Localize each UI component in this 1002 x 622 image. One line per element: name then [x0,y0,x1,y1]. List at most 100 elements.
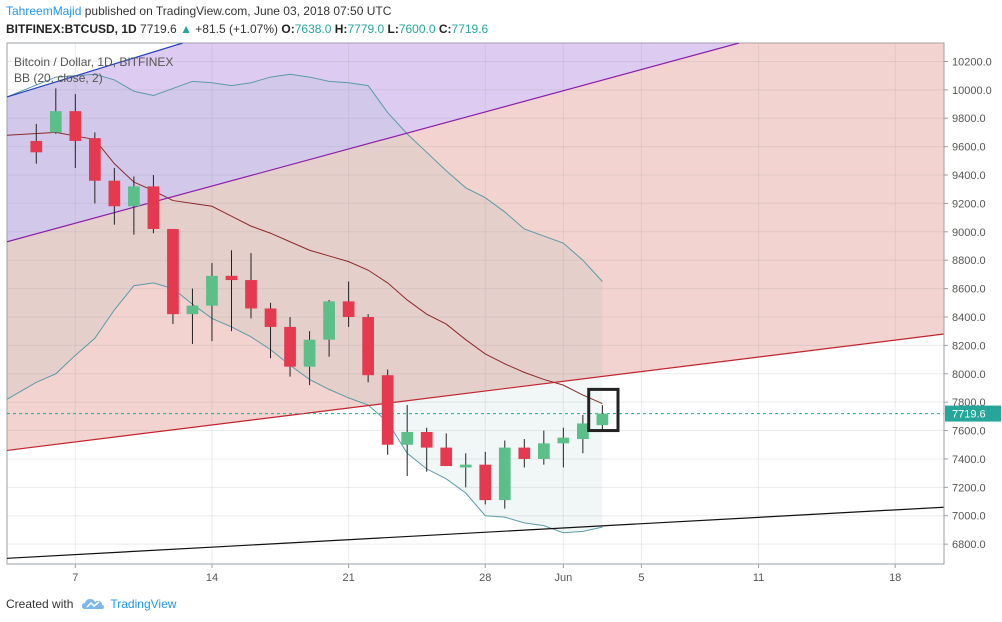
candle-body [147,186,160,229]
candle-body [498,447,511,501]
candle[interactable] [440,433,453,467]
y-tick-label: 7200.0 [952,482,986,494]
low-value: 7600.0 [398,22,436,36]
high-value: 7779.0 [347,22,385,36]
candle[interactable] [167,228,179,325]
candle-body [420,431,433,448]
tradingview-cloud-icon [82,599,105,609]
y-tick-label: 10200.0 [952,56,992,68]
y-tick-label: 9400.0 [952,170,986,182]
plot-area[interactable] [6,42,945,565]
candle[interactable] [401,405,414,476]
red-channel-zone [7,43,944,451]
candle-body [362,316,374,376]
candle[interactable] [577,414,589,454]
candle-body [518,447,531,459]
candle-body [479,464,492,501]
red-channel-line[interactable] [7,333,944,452]
y-tick-label: 7400.0 [952,454,986,466]
y-tick-label: 6800.0 [952,539,986,551]
close-label: C: [438,22,452,36]
candle[interactable] [225,250,238,332]
candle-body [30,140,43,153]
y-tick-label: 7000.0 [952,511,986,523]
candle-body [186,305,199,315]
x-tick-label: 7 [72,572,78,584]
open-label: O: [281,22,295,36]
y-tick-label: 7600.0 [952,426,986,438]
bb-indicator-legend[interactable]: BB (20, close, 2) [14,71,103,85]
candle-body [557,437,570,444]
footer: Created with TradingView [6,597,176,611]
y-tick-label: 8800.0 [952,255,986,267]
y-tick-label: 8600.0 [952,284,986,296]
y-tick-label: 9200.0 [952,198,986,210]
x-tick-label: 28 [479,572,491,584]
ohlc-bar: BITFINEX:BTCUSD, 1D 7719.6 ▲ +81.5 (+1.0… [6,22,488,36]
x-tick-label: 18 [889,572,901,584]
candle-body [245,280,257,309]
candle[interactable] [479,451,492,505]
x-tick-label: 21 [342,572,354,584]
publish-info: TahreemMajid published on TradingView.co… [6,4,391,18]
candle[interactable] [381,369,394,455]
y-tick-label: 8200.0 [952,340,986,352]
x-tick-label: 11 [753,572,764,584]
purple-channel-line[interactable] [7,43,740,243]
candle-body [284,326,296,367]
candle-body [401,431,414,445]
blue-channel-line[interactable] [7,43,183,98]
candle[interactable] [557,427,570,468]
candle[interactable] [284,316,296,377]
bb-upper-line [7,73,603,282]
candle-body [303,339,316,367]
candle[interactable] [147,175,160,234]
candle[interactable] [459,453,472,488]
author-link[interactable]: TahreemMajid [6,4,82,18]
candle-body [342,301,355,317]
y-tick-label: 9000.0 [952,227,986,239]
candle[interactable] [49,88,62,134]
candle[interactable] [206,263,218,342]
y-tick-label: 9800.0 [952,113,986,125]
published-text: published on TradingView.com, June 03, 2… [84,4,392,18]
candle[interactable] [420,427,433,472]
last-price-tag-label: 7719.6 [952,409,986,421]
price-chart[interactable]: 6800.07000.07200.07400.07600.07800.08000… [0,0,1002,590]
change-value: +81.5 (+1.07%) [195,22,279,36]
candle[interactable] [69,94,82,168]
candle-body [88,138,101,181]
candle[interactable] [323,299,335,357]
candle-body [577,423,589,440]
candle[interactable] [498,440,511,509]
candle-body [69,111,82,141]
candle[interactable] [30,123,43,164]
y-tick-label: 8000.0 [952,369,986,381]
low-label: L: [387,22,399,36]
candle-body [108,180,121,207]
candle[interactable] [88,132,101,204]
candle-body [596,413,609,426]
candle[interactable] [264,302,277,359]
highlight-box[interactable] [587,387,620,433]
y-tick-label: 9600.0 [952,142,986,154]
x-tick-label: 14 [206,572,218,584]
black-support-line[interactable] [7,506,944,559]
candle[interactable] [245,253,257,319]
candle[interactable] [108,167,121,225]
tradingview-brand[interactable]: TradingView [81,597,176,611]
tradingview-brand-label: TradingView [110,597,177,611]
candle[interactable] [362,314,374,383]
candle[interactable] [518,439,531,468]
candle[interactable] [303,331,316,386]
candle-body [225,275,238,281]
y-tick-label: 10000.0 [952,85,992,97]
candle[interactable] [537,430,550,465]
candle[interactable] [128,176,140,235]
candle[interactable] [186,288,199,344]
last-price-tag [945,405,1001,422]
candle-body [167,228,179,315]
candle[interactable] [596,405,609,431]
candle[interactable] [342,281,355,327]
candle-body [537,443,550,459]
